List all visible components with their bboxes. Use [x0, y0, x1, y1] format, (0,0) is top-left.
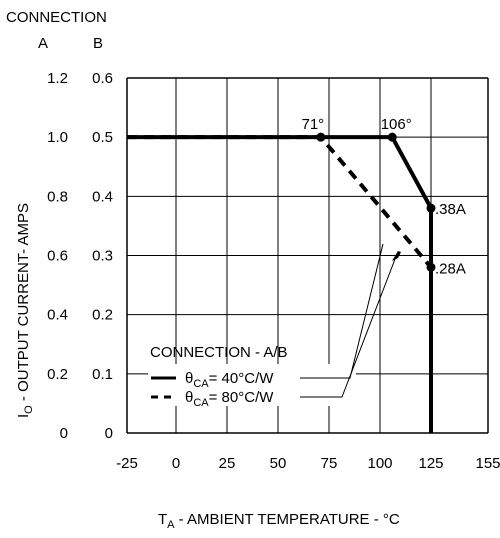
legend-title: CONNECTION - A/B	[150, 344, 288, 361]
y-tick-label-a: 0.2	[47, 366, 68, 383]
y-tick-label-a: 1.0	[47, 129, 68, 146]
y-axis-title: IO - OUTPUT CURRENT- AMPS	[15, 203, 35, 418]
y-tick-label-b: 0.5	[92, 129, 113, 146]
x-tick-label: 0	[172, 455, 180, 472]
data-point-marker	[387, 132, 397, 142]
annotation-label: 106°	[381, 116, 412, 133]
series-line-solid	[127, 135, 433, 433]
x-tick-label: 100	[367, 455, 392, 472]
leader-arrowhead	[392, 251, 401, 261]
tick-labels: -25 0 25 50 75 100 125 155000.10.20.20.40.30.60…	[47, 70, 500, 472]
x-tick-label: -25	[116, 455, 138, 472]
annotation-label: 71°	[301, 116, 324, 133]
marker-group	[316, 132, 436, 272]
leader-line-dashed	[300, 253, 398, 398]
y-tick-label-a: 0.8	[47, 188, 68, 205]
series-line-dashed	[127, 135, 433, 269]
y-tick-label-a: 0	[60, 425, 68, 442]
x-tick-label: 155	[475, 455, 500, 472]
y-tick-label-b: 0.6	[92, 70, 113, 87]
y-tick-label-b: 0.4	[92, 188, 113, 205]
data-point-marker	[426, 203, 436, 213]
annotation-label: .38A	[435, 201, 466, 218]
y-tick-label-a: 0.6	[47, 248, 68, 265]
annotation-label: .28A	[435, 260, 466, 277]
annotation-group: 71° 106° .38A .28A	[301, 116, 465, 277]
data-point-marker	[316, 132, 326, 142]
y-tick-label-a: 0.4	[47, 307, 68, 324]
column-a-label: A	[38, 35, 48, 52]
legend-label-solid: θCA= 40°C/W	[185, 370, 274, 390]
y-tick-label-b: 0	[105, 425, 113, 442]
y-tick-label-b: 0.1	[92, 366, 113, 383]
legend: CONNECTION - A/B θCA= 40°C/W θCA= 80°C/W	[148, 243, 401, 409]
x-axis-title: TA - AMBIENT TEMPERATURE - °C	[158, 511, 400, 531]
y-tick-label-b: 0.3	[92, 248, 113, 265]
legend-label-dashed: θCA= 80°C/W	[185, 389, 274, 409]
x-tick-label: 25	[219, 455, 236, 472]
column-b-label: B	[93, 35, 103, 52]
leader-line-solid	[300, 243, 384, 379]
data-point-marker	[426, 262, 436, 272]
x-tick-label: 50	[270, 455, 287, 472]
x-tick-label: 125	[418, 455, 443, 472]
y-tick-label-b: 0.2	[92, 307, 113, 324]
y-tick-label-a: 1.2	[47, 70, 68, 87]
legend-background	[148, 364, 356, 406]
connection-header: CONNECTION	[6, 9, 107, 26]
x-tick-label: 75	[321, 455, 338, 472]
